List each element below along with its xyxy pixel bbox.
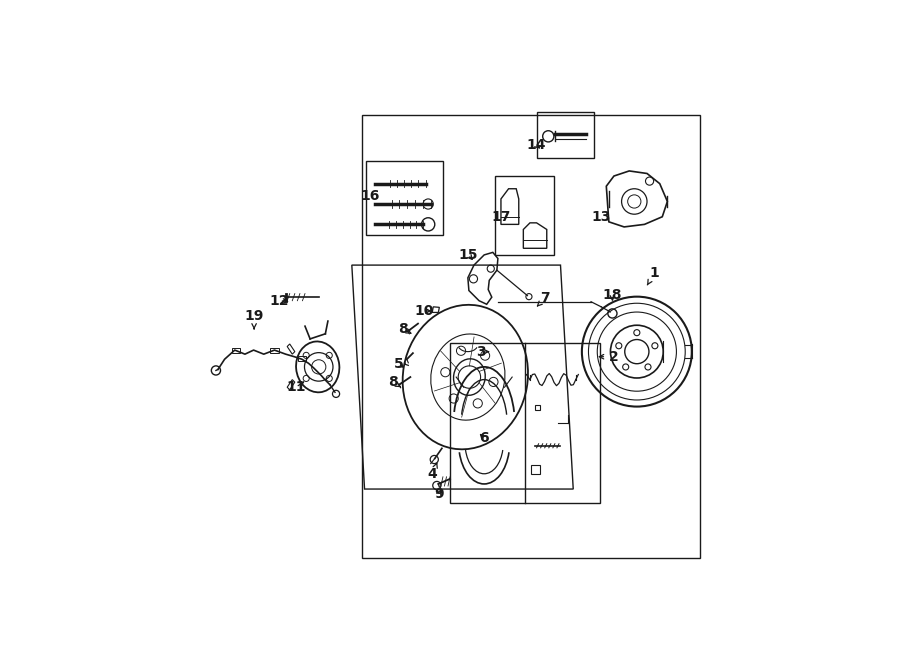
- Text: 10: 10: [415, 304, 435, 318]
- Bar: [450, 343, 600, 503]
- Text: 1: 1: [647, 266, 660, 285]
- Text: 17: 17: [491, 210, 510, 223]
- Text: 8: 8: [398, 322, 410, 336]
- Text: 11: 11: [286, 380, 306, 394]
- Text: 15: 15: [459, 248, 478, 262]
- Bar: [532, 465, 540, 474]
- Text: 12: 12: [270, 293, 289, 308]
- Text: 4: 4: [428, 463, 437, 481]
- Bar: [536, 112, 594, 158]
- Text: 13: 13: [591, 210, 611, 223]
- Text: 9: 9: [434, 487, 444, 501]
- Text: 7: 7: [537, 292, 550, 306]
- Text: 8: 8: [388, 375, 400, 389]
- Text: 18: 18: [603, 288, 622, 301]
- Bar: [270, 348, 278, 352]
- Bar: [232, 348, 240, 352]
- Bar: [362, 115, 700, 558]
- Text: 2: 2: [599, 350, 619, 364]
- Text: 6: 6: [480, 431, 489, 445]
- Bar: [298, 356, 306, 361]
- Bar: [495, 176, 554, 255]
- Text: 16: 16: [360, 190, 379, 204]
- Text: 19: 19: [245, 309, 264, 329]
- Text: 14: 14: [526, 139, 546, 153]
- Bar: [365, 161, 444, 235]
- Text: 3: 3: [476, 344, 489, 359]
- Text: 5: 5: [394, 358, 404, 371]
